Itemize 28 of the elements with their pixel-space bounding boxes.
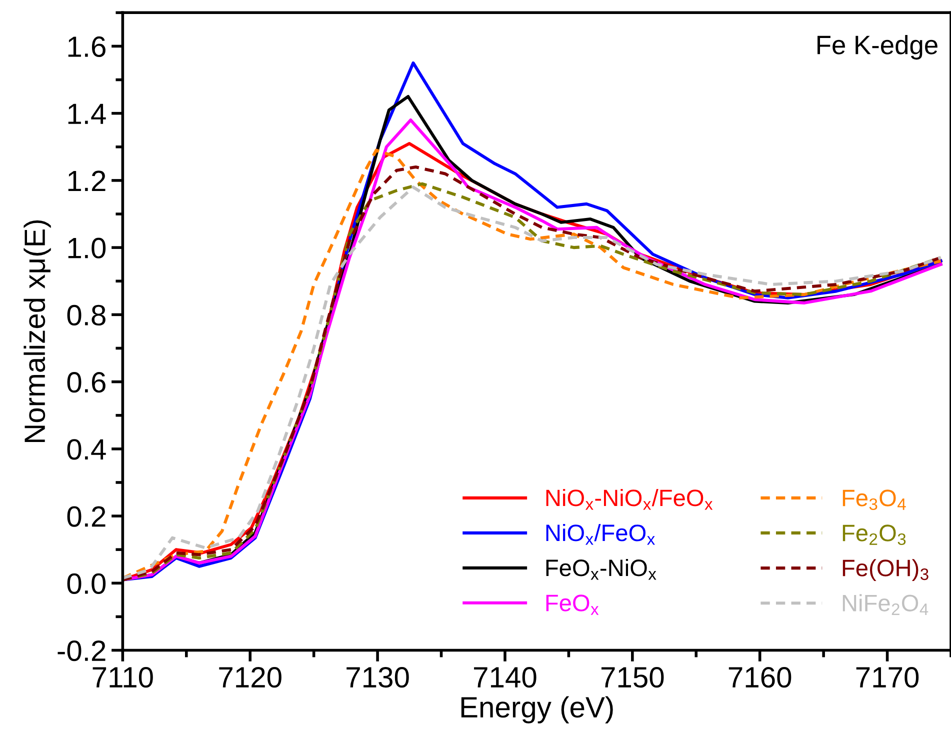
legend-label: Fe$_{3}$O$_{4}$ (842, 490, 906, 510)
legend-label: NiO$_{x}$/FeO$_{x}$ (546, 524, 655, 545)
y-tick-label: 1.2 (68, 170, 106, 192)
y-axis-title: Normalized xμ(E) (24, 220, 51, 442)
x-tick-label: 7150 (601, 667, 664, 688)
x-tick-label: 7170 (856, 667, 919, 688)
y-tick-label: 1.6 (68, 36, 106, 58)
x-tick-label: 7110 (92, 667, 153, 688)
y-tick-label: 0.2 (67, 506, 106, 527)
y-tick-label: -0.2 (58, 640, 106, 662)
legend-label: Fe$_{2}$O$_{3}$ (842, 524, 906, 546)
annotation: Fe K-edge (818, 34, 938, 60)
y-tick-label: 0.8 (67, 304, 106, 326)
x-tick-label: 7130 (346, 667, 409, 688)
y-tick-label: 0.0 (67, 573, 106, 594)
legend-label: NiFe$_{2}$O$_{4}$ (842, 594, 928, 615)
y-tick-label: 0.6 (67, 372, 106, 393)
legend-label: Fe(OH)$_{3}$ (842, 559, 928, 582)
x-tick-label: 7140 (474, 667, 536, 688)
x-tick-label: 7160 (728, 667, 792, 688)
y-tick-label: 1.0 (68, 238, 106, 258)
x-tick-label: 7120 (219, 667, 282, 688)
x-axis-title: Energy (eV) (461, 696, 613, 724)
legend-label: FeO$_{x}$ (546, 594, 599, 615)
legend-label: NiO$_{x}$-NiO$_{x}$/FeO$_{x}$ (546, 488, 713, 510)
y-tick-label: 1.4 (68, 104, 106, 124)
y-tick-label: 0.4 (67, 439, 106, 460)
legend-label: FeO$_{x}$-NiO$_{x}$ (546, 558, 656, 580)
